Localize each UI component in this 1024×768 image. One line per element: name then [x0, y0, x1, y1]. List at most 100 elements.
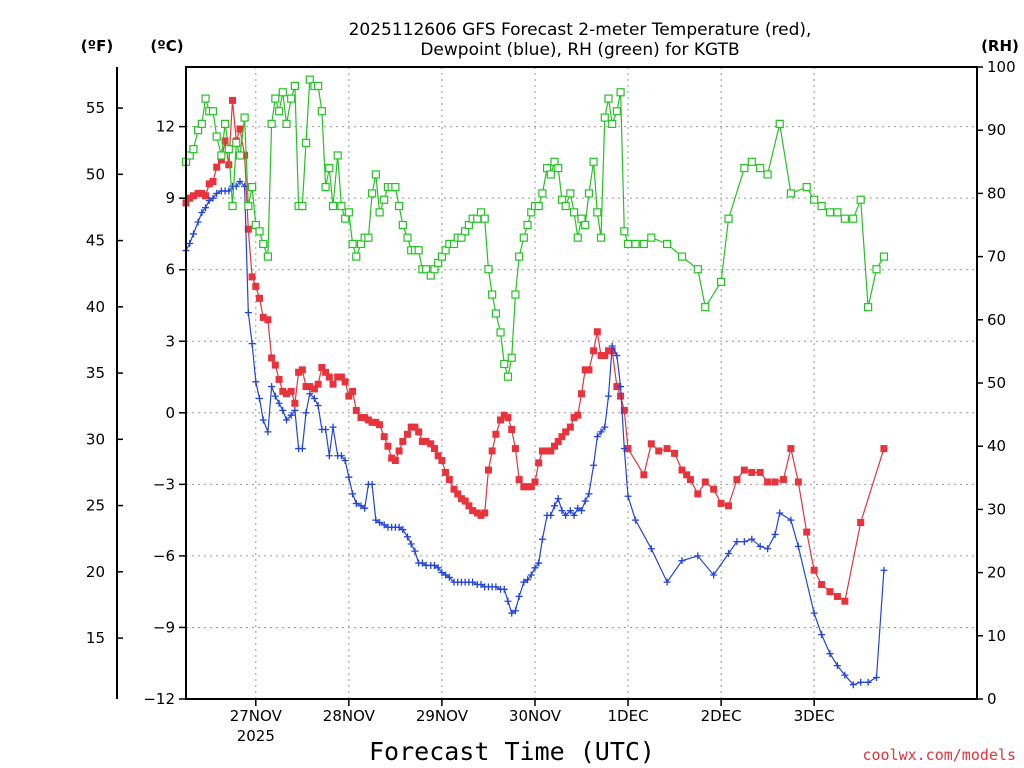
x-tick-label: 30NOV — [509, 707, 562, 725]
dewpoint-point — [271, 392, 279, 400]
dewpoint-point — [733, 538, 741, 546]
temperature-point — [803, 528, 811, 536]
dewpoint-point — [756, 542, 764, 550]
rh-point — [414, 246, 423, 255]
rh-point — [872, 265, 881, 274]
dewpoint-point — [841, 671, 849, 679]
rh-point — [348, 239, 357, 249]
rh-point — [573, 233, 582, 242]
series-layer — [181, 75, 889, 689]
rh-point — [647, 233, 656, 242]
temperature-point — [624, 445, 632, 453]
celsius-tick-label: 12 — [156, 118, 175, 136]
temperature-point — [229, 96, 237, 104]
rh-point — [763, 170, 772, 179]
dewpoint-point — [617, 383, 625, 391]
dewpoint-point — [418, 559, 426, 567]
temperature-point — [407, 423, 415, 431]
rh-point — [208, 107, 218, 116]
rh-point — [600, 113, 609, 122]
celsius-tick-label: −9 — [153, 618, 175, 636]
temperature-point — [756, 468, 764, 476]
rh-point — [421, 265, 431, 274]
temperature-point — [504, 414, 512, 422]
rh-point — [554, 164, 563, 173]
dewpoint-point — [678, 557, 686, 565]
rh-point — [817, 201, 826, 211]
rh-point — [305, 75, 314, 84]
rh-point — [833, 208, 842, 217]
rh-point — [368, 189, 377, 198]
temperature-point — [186, 194, 194, 202]
rh-point — [491, 309, 500, 318]
temperature-point — [597, 352, 605, 360]
dewpoint-point — [349, 490, 357, 498]
temperature-point — [535, 459, 543, 467]
temperature-point — [613, 383, 621, 391]
dewpoint-point — [538, 535, 546, 543]
temperature-point — [329, 380, 337, 388]
dewpoint-point — [531, 564, 539, 572]
temperature-point — [620, 406, 628, 414]
dewpoint-point — [314, 402, 322, 410]
rh-point — [584, 189, 594, 198]
rh-tick-label: 70 — [987, 248, 1006, 266]
temperature-point — [442, 468, 450, 476]
temperature-point — [422, 437, 430, 445]
temperature-point — [438, 457, 446, 465]
rh-point — [515, 252, 524, 261]
dewpoint-point — [740, 538, 748, 546]
rh-point — [569, 208, 579, 217]
temperature-point — [345, 392, 353, 400]
rh-point — [546, 170, 555, 179]
dewpoint-point — [620, 445, 628, 453]
dewpoint-point — [826, 650, 834, 658]
dewpoint-point — [259, 416, 267, 424]
temperature-point — [524, 483, 532, 491]
dewpoint-point — [710, 571, 718, 579]
rh-point — [701, 303, 710, 312]
temperature-point — [268, 354, 276, 362]
temperature-point — [640, 471, 648, 479]
rh-point — [267, 119, 276, 128]
dewpoint-point — [748, 535, 756, 543]
rh-point — [287, 94, 296, 103]
dewpoint-point — [322, 426, 330, 434]
rh-point — [328, 201, 338, 211]
dewpoint-point — [585, 490, 593, 498]
fahrenheit-tick-label: 50 — [86, 165, 105, 183]
rh-point — [503, 372, 513, 381]
temperature-point — [779, 476, 787, 484]
rh-tick-label: 0 — [987, 690, 997, 708]
rh-unit-label: (RH) — [981, 37, 1019, 55]
temperature-point — [826, 588, 834, 596]
rh-point — [756, 164, 765, 173]
temperature-point — [841, 597, 849, 605]
x-axis-title: Forecast Time (UTC) — [369, 737, 655, 766]
dewpoint-point — [515, 592, 523, 600]
temperature-point — [497, 416, 505, 424]
temperature-point — [445, 476, 453, 484]
temperature-point — [310, 385, 318, 393]
celsius-tick-label: −6 — [153, 547, 175, 565]
dewpoint-point — [244, 309, 252, 317]
temperature-point — [403, 430, 411, 438]
rh-point — [375, 208, 384, 217]
dewpoint-point — [403, 533, 411, 541]
dewpoint-point — [341, 457, 349, 465]
credit-text: coolwx.com/models — [862, 746, 1016, 764]
temperature-point — [461, 497, 469, 505]
temperature-point — [275, 375, 283, 383]
rh-point — [507, 353, 516, 362]
dewpoint-point — [205, 197, 213, 205]
temperature-point — [225, 161, 233, 169]
dewpoint-point — [264, 428, 272, 436]
rh-point — [500, 359, 509, 369]
temperature-point — [236, 125, 244, 133]
temperature-point — [415, 428, 423, 436]
temperature-point — [334, 373, 342, 381]
temperature-point — [527, 483, 535, 491]
dewpoint-point — [604, 392, 612, 400]
temperature-point — [794, 478, 802, 486]
temperature-point — [818, 581, 826, 589]
